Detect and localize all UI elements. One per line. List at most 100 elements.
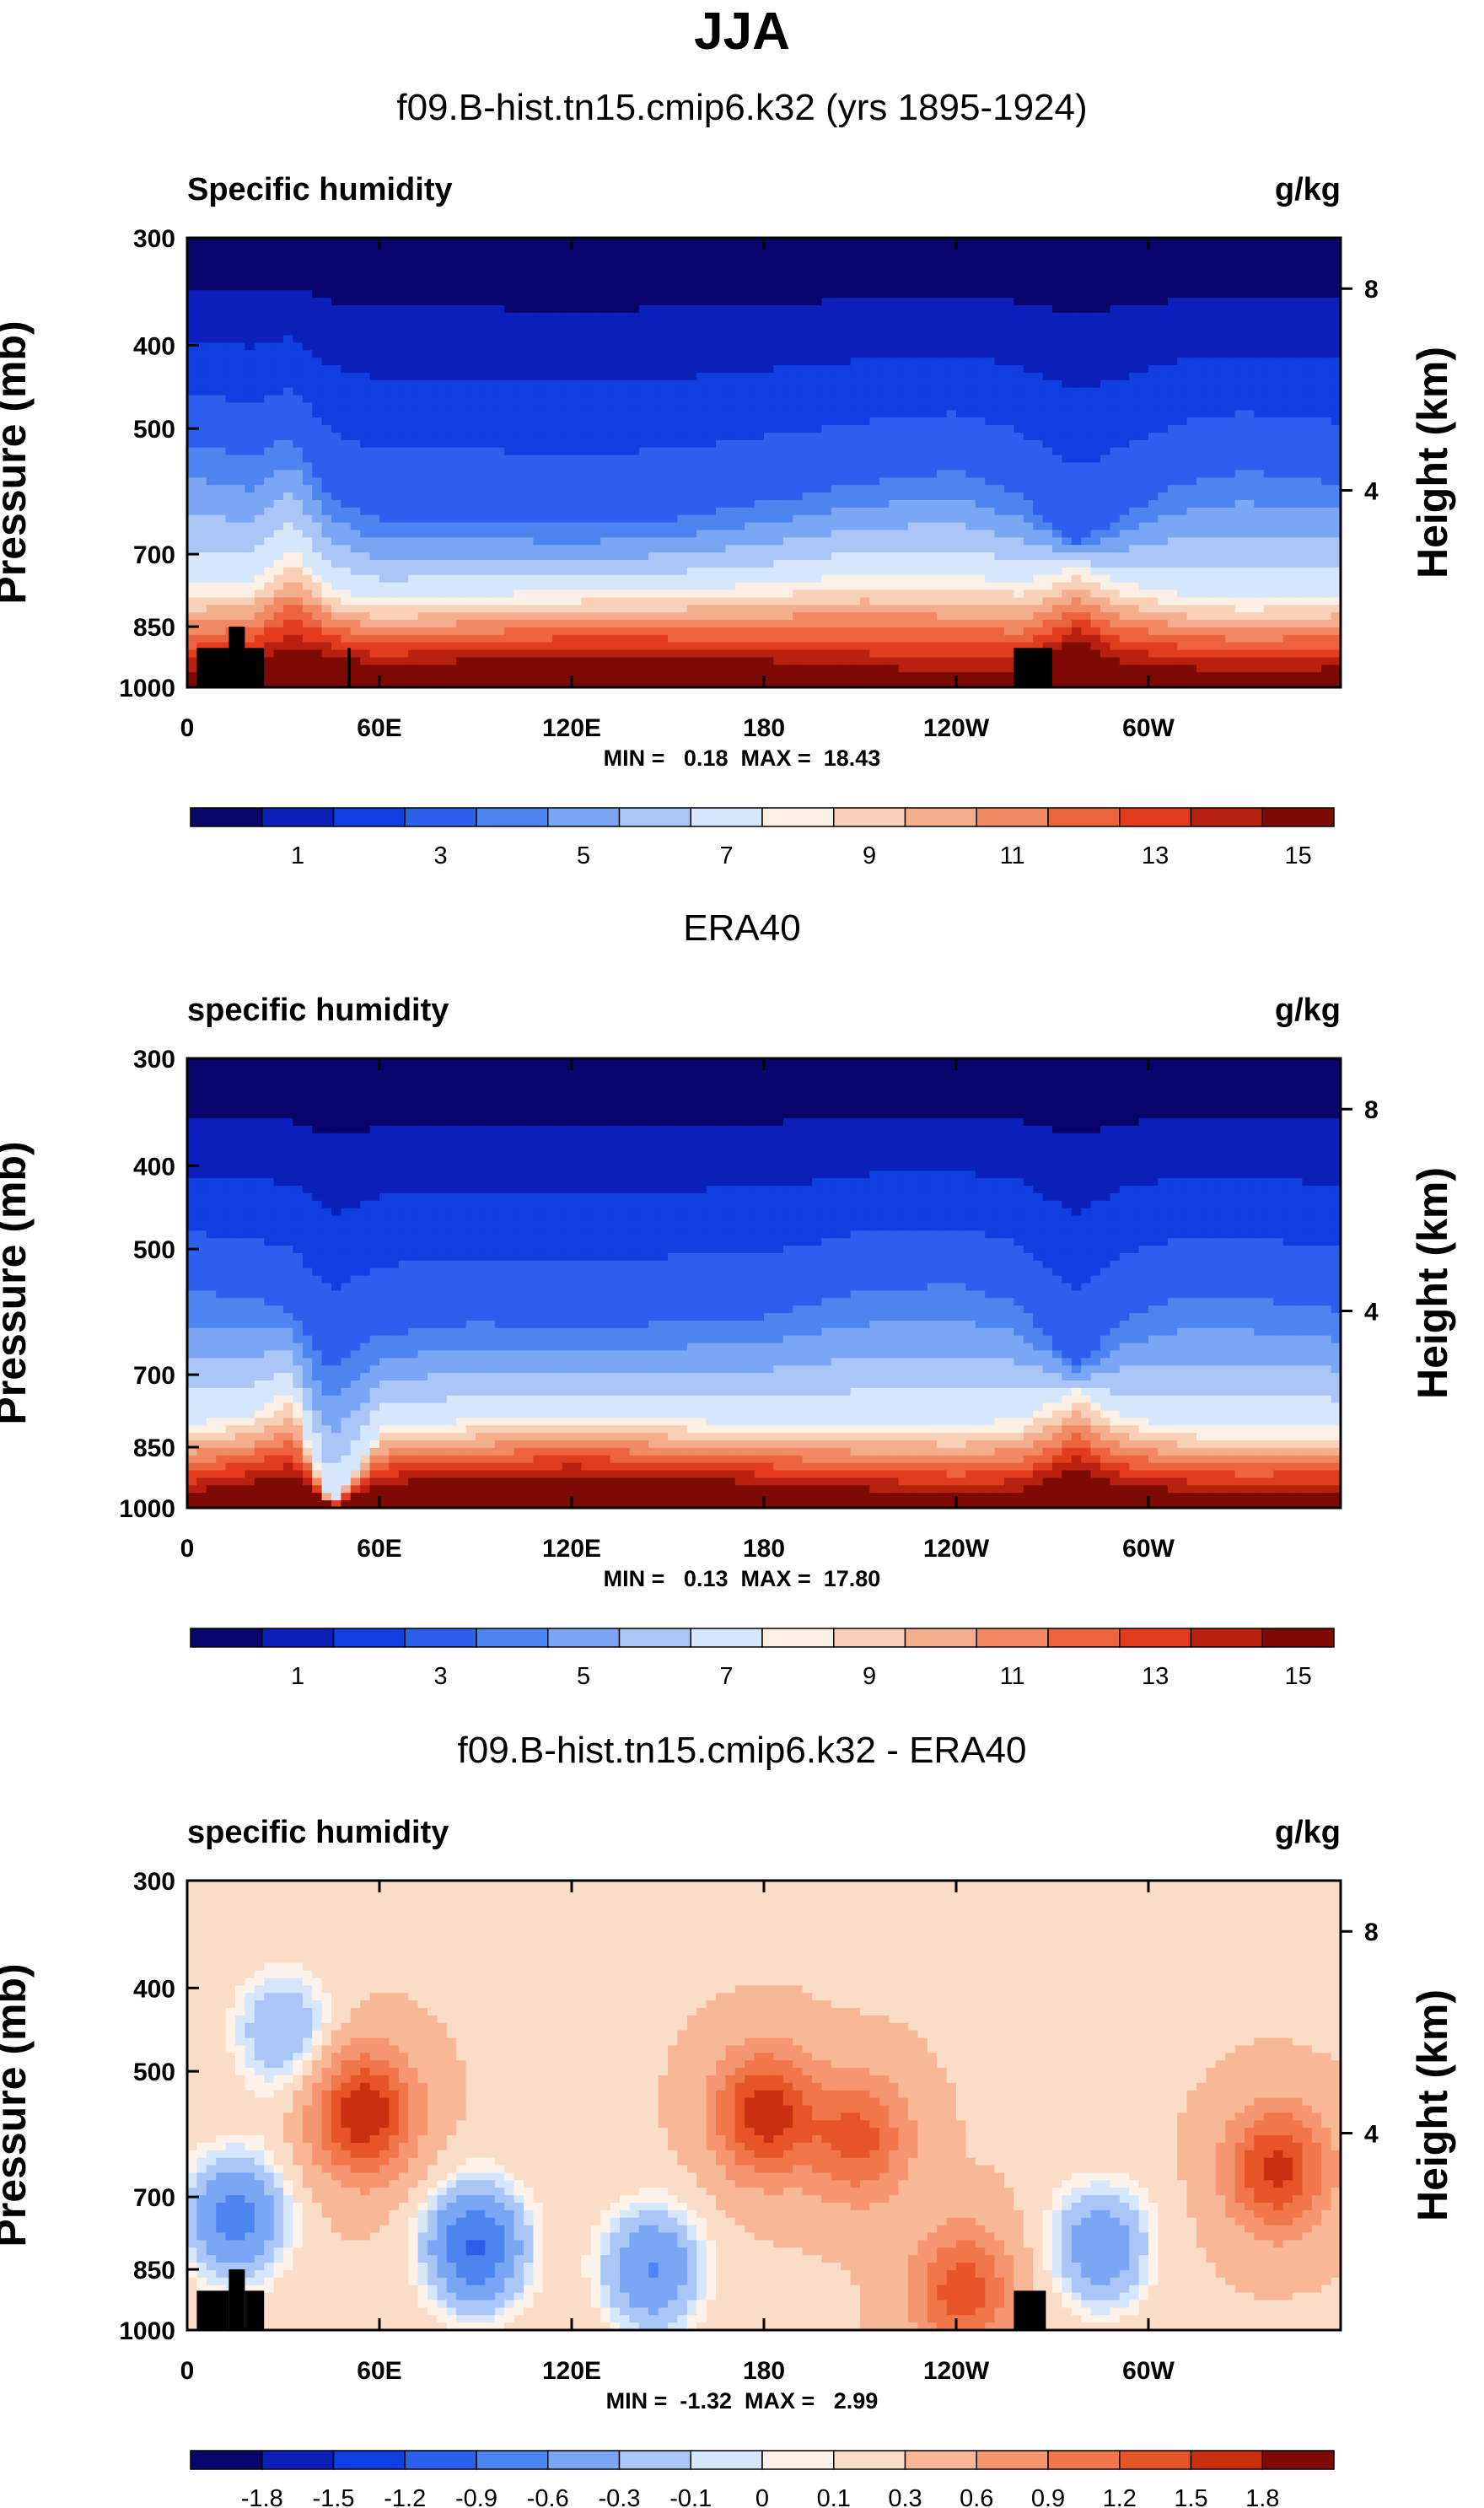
contour-cell <box>1293 425 1303 433</box>
contour-cell <box>1206 417 1217 426</box>
contour-cell <box>1245 365 1255 374</box>
contour-cell <box>524 245 534 254</box>
contour-cell <box>1119 485 1130 493</box>
contour-cell <box>917 492 928 501</box>
contour-cell <box>994 245 1005 254</box>
contour-cell <box>706 447 717 456</box>
contour-cell <box>216 379 227 389</box>
contour-cell <box>235 290 245 299</box>
contour-cell <box>686 417 697 426</box>
contour-cell <box>196 252 207 261</box>
contour-cell <box>869 425 880 433</box>
contour-cell <box>283 238 293 246</box>
contour-cell <box>1071 245 1082 254</box>
contour-cell <box>264 537 275 546</box>
contour-cell <box>1331 462 1342 471</box>
contour-cell <box>321 335 332 343</box>
contour-cell <box>658 245 669 254</box>
contour-cell <box>658 298 669 306</box>
contour-cell <box>1110 358 1121 366</box>
contour-cell <box>889 387 900 396</box>
contour-cell <box>485 312 496 321</box>
contour-cell <box>331 245 341 254</box>
contour-cell <box>1004 372 1014 381</box>
contour-cell <box>706 417 717 426</box>
contour-cell <box>1110 417 1121 426</box>
contour-cell <box>1254 327 1265 336</box>
contour-cell <box>793 485 804 493</box>
contour-cell <box>668 499 678 509</box>
contour-cell <box>389 275 400 283</box>
contour-cell <box>1293 410 1303 418</box>
contour-cell <box>494 290 505 299</box>
contour-cell <box>485 238 496 246</box>
contour-cell <box>1148 499 1159 509</box>
contour-cell <box>369 514 380 524</box>
contour-cell <box>360 275 371 283</box>
contour-cell <box>1148 395 1159 404</box>
contour-cell <box>1206 342 1217 351</box>
contour-cell <box>1167 335 1178 343</box>
contour-cell <box>812 545 822 553</box>
contour-cell <box>908 387 918 396</box>
contour-cell <box>908 298 918 306</box>
contour-cell <box>898 290 909 299</box>
contour-cell <box>1186 283 1197 291</box>
contour-cell <box>793 342 804 351</box>
contour-cell <box>1293 417 1303 426</box>
contour-cell <box>1321 447 1332 456</box>
contour-cell <box>1273 455 1284 464</box>
contour-cell <box>369 402 380 411</box>
contour-cell <box>879 537 890 546</box>
contour-cell <box>446 252 457 261</box>
contour-cell <box>1282 304 1293 314</box>
contour-cell <box>417 537 428 546</box>
contour-cell <box>524 320 534 329</box>
contour-cell <box>1090 260 1101 269</box>
contour-cell <box>1023 530 1034 538</box>
contour-cell <box>1215 439 1226 449</box>
contour-cell <box>1245 530 1255 538</box>
contour-cell <box>1245 350 1255 358</box>
contour-cell <box>206 358 217 366</box>
contour-cell <box>485 350 496 358</box>
contour-cell <box>485 245 496 254</box>
contour-cell <box>841 545 852 553</box>
contour-cell <box>677 290 688 299</box>
contour-cell <box>206 439 217 449</box>
contour-cell <box>235 514 245 524</box>
contour-cell <box>1081 327 1092 336</box>
contour-cell <box>1177 327 1188 336</box>
contour-cell <box>235 245 245 254</box>
contour-cell <box>273 304 284 314</box>
contour-cell <box>485 432 496 441</box>
contour-cell <box>734 342 745 351</box>
contour-cell <box>734 530 745 538</box>
contour-cell <box>831 432 841 441</box>
contour-cell <box>802 327 813 336</box>
contour-cell <box>225 260 236 269</box>
contour-cell <box>312 425 323 433</box>
contour-cell <box>1311 238 1322 246</box>
contour-cell <box>1293 320 1303 329</box>
contour-cell <box>1081 335 1092 343</box>
contour-cell <box>196 470 207 478</box>
contour-cell <box>764 477 774 486</box>
contour-cell <box>668 267 678 277</box>
contour-cell <box>946 537 957 546</box>
contour-cell <box>648 379 659 389</box>
contour-cell <box>965 350 976 358</box>
contour-cell <box>1042 387 1053 396</box>
contour-cell <box>946 492 957 501</box>
contour-cell <box>379 372 390 381</box>
contour-cell <box>1225 477 1236 486</box>
contour-cell <box>1158 304 1169 314</box>
contour-cell <box>1100 522 1110 531</box>
contour-cell <box>1263 522 1274 531</box>
contour-cell <box>379 245 390 254</box>
contour-cell <box>917 372 928 381</box>
contour-cell <box>706 439 717 449</box>
contour-cell <box>648 320 659 329</box>
contour-cell <box>927 304 938 314</box>
contour-cell <box>1293 304 1303 314</box>
